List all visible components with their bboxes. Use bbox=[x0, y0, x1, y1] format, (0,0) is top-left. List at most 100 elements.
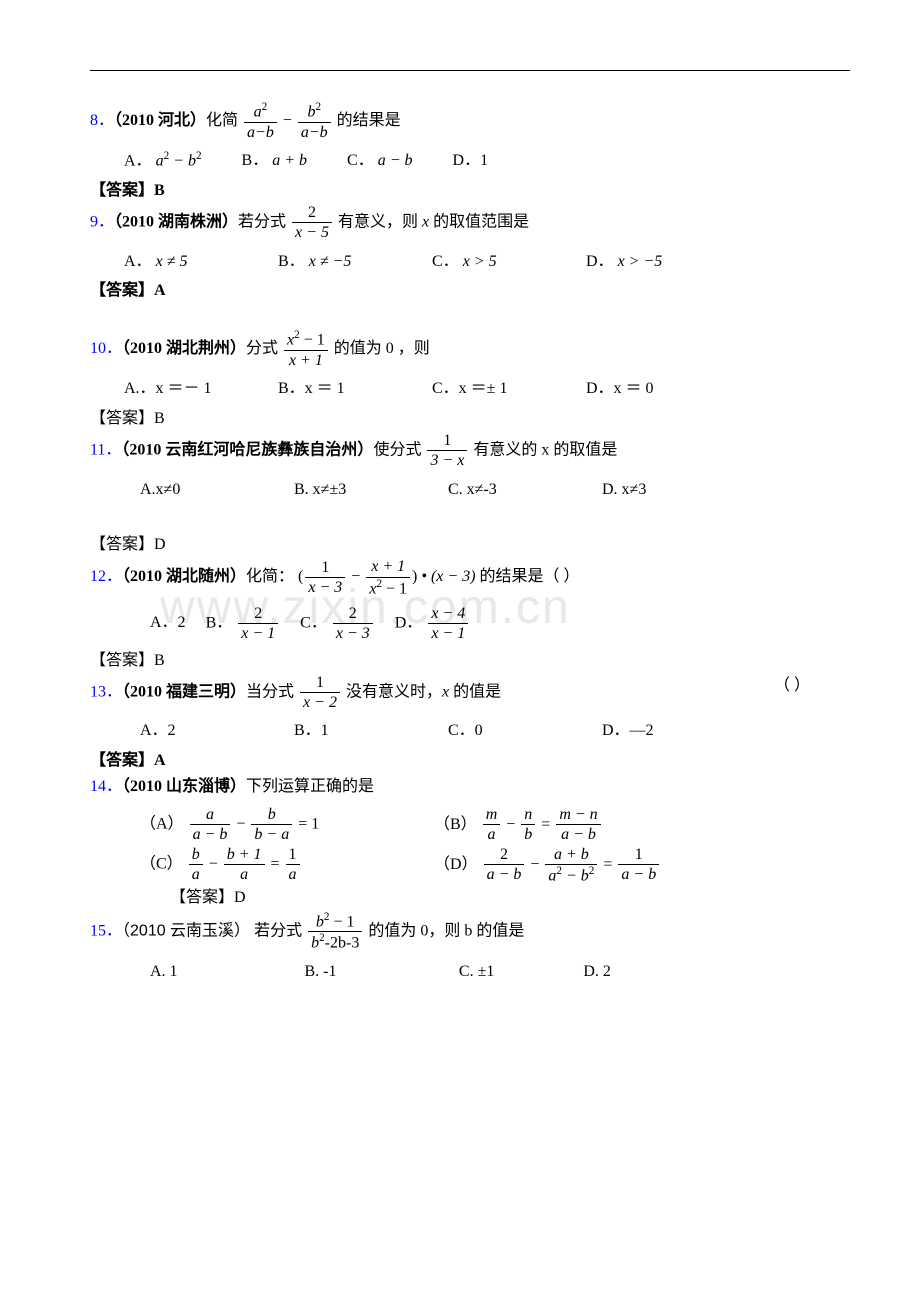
q8-Ae1: a bbox=[156, 152, 164, 169]
q9-frac: 2x − 5 bbox=[292, 203, 332, 242]
q9-Ce: x > 5 bbox=[463, 253, 497, 270]
q13-A: A．2 bbox=[140, 718, 290, 744]
q9-sa: 若分式 bbox=[238, 214, 286, 231]
q10-B: B．x ＝ 1 bbox=[278, 376, 428, 402]
q10-D: D．x ＝ 0 bbox=[586, 376, 736, 402]
q9-B: B． x ≠ −5 bbox=[278, 249, 428, 275]
q14-ans: 【答案】D bbox=[170, 885, 850, 911]
q12-f1d: x − 3 bbox=[305, 578, 345, 597]
q15-C: C. ±1 bbox=[459, 959, 579, 985]
q11-src: （2010 云南红河哈尼族彝族自治州） bbox=[121, 442, 373, 459]
q9-options: A． x ≠ 5 B． x ≠ −5 C． x > 5 D． x > −5 bbox=[124, 249, 850, 275]
q15-src: （2010 云南玉溪） bbox=[122, 923, 250, 940]
q14-row2: （C） ba − b + 1a = 1a （D） 2a − b − a + ba… bbox=[140, 845, 850, 886]
q9-A: A． x ≠ 5 bbox=[124, 249, 274, 275]
q14-C: （C） ba − b + 1a = 1a bbox=[140, 845, 430, 884]
q13-sa: 当分式 bbox=[246, 683, 294, 700]
q14-Brd: a − b bbox=[556, 825, 600, 844]
q13-sc: 的值是 bbox=[449, 683, 501, 700]
q13-ans: 【答案】A bbox=[90, 748, 850, 774]
q9-sc: 的取值范围是 bbox=[429, 214, 529, 231]
q13-num: 13． bbox=[90, 683, 122, 700]
q9-fn: 2 bbox=[292, 203, 332, 223]
q14-Bn2: n bbox=[521, 805, 535, 825]
q14-Dd1: a − b bbox=[484, 865, 525, 884]
q11-ans: 【答案】D bbox=[90, 532, 850, 558]
q15-sb: 的值为 0，则 b 的值是 bbox=[368, 923, 524, 940]
q8-frac2: b2a−b bbox=[298, 101, 331, 142]
page-content: 8．（2010 河北）化简 a2a−b − b2a−b 的结果是 A． a2 −… bbox=[90, 70, 850, 985]
q13-fn: 1 bbox=[300, 673, 340, 693]
q14-A: （A） aa − b − bb − a = 1 bbox=[140, 805, 430, 844]
q8-Ae2: − b bbox=[169, 152, 196, 169]
q14-stem: 下列运算正确的是 bbox=[246, 778, 374, 795]
q10-num: 10． bbox=[90, 340, 122, 357]
q14-num: 14． bbox=[90, 778, 122, 795]
q8-num: 8． bbox=[90, 112, 114, 129]
q15-B: B. -1 bbox=[304, 959, 454, 985]
q14-Crn: 1 bbox=[286, 845, 300, 865]
q12-src: （2010 湖北随州） bbox=[122, 568, 246, 585]
q8-A: A． a2 − b2 bbox=[124, 148, 202, 174]
q15-frac: b2 − 1b2-2b-3 bbox=[308, 911, 362, 953]
q11: 11．（2010 云南红河哈尼族彝族自治州）使分式 13 − x 有意义的 x … bbox=[90, 431, 850, 470]
q12-f2d2: − 1 bbox=[382, 580, 407, 597]
q14-Ad1: a − b bbox=[190, 825, 231, 844]
q13-options: A．2 B．1 C．0 D．―2 bbox=[140, 718, 850, 744]
q13-x: x bbox=[442, 683, 449, 700]
q12-sa: 化简： bbox=[246, 568, 294, 585]
q15-fna: b bbox=[316, 913, 324, 930]
q14-Dn1: 2 bbox=[484, 845, 525, 865]
q15-fnb: − 1 bbox=[329, 913, 354, 930]
q9-Bl: B． bbox=[278, 253, 305, 270]
q11-C: C. x≠-3 bbox=[448, 477, 598, 503]
q14-Cl: （C） bbox=[140, 856, 183, 873]
q8-Be: a + b bbox=[272, 152, 307, 169]
q12-Dd: x − 1 bbox=[428, 624, 468, 643]
q14-Dl: （D） bbox=[434, 856, 478, 873]
q14-Crd: a bbox=[286, 865, 300, 884]
q10-C: C．x ＝± 1 bbox=[432, 376, 582, 402]
q11-fd: 3 − x bbox=[427, 451, 467, 470]
q14-Bd1: a bbox=[483, 825, 501, 844]
q8-f2d: a−b bbox=[298, 123, 331, 142]
q10-ans: 【答案】B bbox=[90, 406, 850, 432]
q11-frac: 13 − x bbox=[427, 431, 467, 470]
q15-sa: 若分式 bbox=[250, 923, 302, 940]
q8-options: A． a2 − b2 B． a + b C． a − b D．1 bbox=[124, 148, 850, 174]
q11-options: A.x≠0 B. x≠±3 C. x≠-3 D. x≠3 bbox=[140, 477, 850, 503]
q9-Be: x ≠ −5 bbox=[309, 253, 352, 270]
q15-fdb: -2b-3 bbox=[325, 935, 360, 952]
q14-An1: a bbox=[190, 805, 231, 825]
q8-D: D．1 bbox=[453, 148, 489, 174]
q13-frac: 1x − 2 bbox=[300, 673, 340, 712]
q8: 8．（2010 河北）化简 a2a−b − b2a−b 的结果是 bbox=[90, 101, 850, 142]
q15-A: A. 1 bbox=[150, 959, 300, 985]
q12-Bd: x − 1 bbox=[238, 624, 278, 643]
q12-f1n: 1 bbox=[305, 558, 345, 578]
q13-src: （2010 福建三明） bbox=[122, 683, 246, 700]
q14-Bn1: m bbox=[483, 805, 501, 825]
q9-sb: 有意义，则 bbox=[338, 214, 422, 231]
q14-Brn: m − n bbox=[556, 805, 600, 825]
q14-B: （B） ma − nb = m − na − b bbox=[434, 816, 603, 833]
q11-B: B. x≠±3 bbox=[294, 477, 444, 503]
q8-stem-a: 化简 bbox=[206, 112, 238, 129]
q10-sb: 的值为 0 ，则 bbox=[334, 340, 430, 357]
q12: 12．（2010 湖北随州）化简： (1x − 3 − x + 1x2 − 1)… bbox=[90, 557, 850, 598]
q9-De: x > −5 bbox=[618, 253, 663, 270]
q8-src: （2010 河北） bbox=[114, 112, 206, 129]
q11-A: A.x≠0 bbox=[140, 477, 290, 503]
q14: 14．（2010 山东淄博）下列运算正确的是 bbox=[90, 774, 850, 800]
q13-D: D．―2 bbox=[602, 718, 752, 744]
q10-sa: 分式 bbox=[246, 340, 278, 357]
q9-src: （2010 湖南株洲） bbox=[114, 214, 238, 231]
q8-C: C． a − b bbox=[347, 148, 412, 174]
q12-B: B． 2x − 1 bbox=[206, 604, 281, 643]
q14-Ar: = 1 bbox=[298, 816, 319, 833]
q13-sb: 没有意义时， bbox=[346, 683, 442, 700]
q11-fn: 1 bbox=[427, 431, 467, 451]
q14-Cd1: a bbox=[189, 865, 203, 884]
q10-frac: x2 − 1x + 1 bbox=[284, 329, 328, 370]
q8-Bl: B． bbox=[242, 152, 269, 169]
